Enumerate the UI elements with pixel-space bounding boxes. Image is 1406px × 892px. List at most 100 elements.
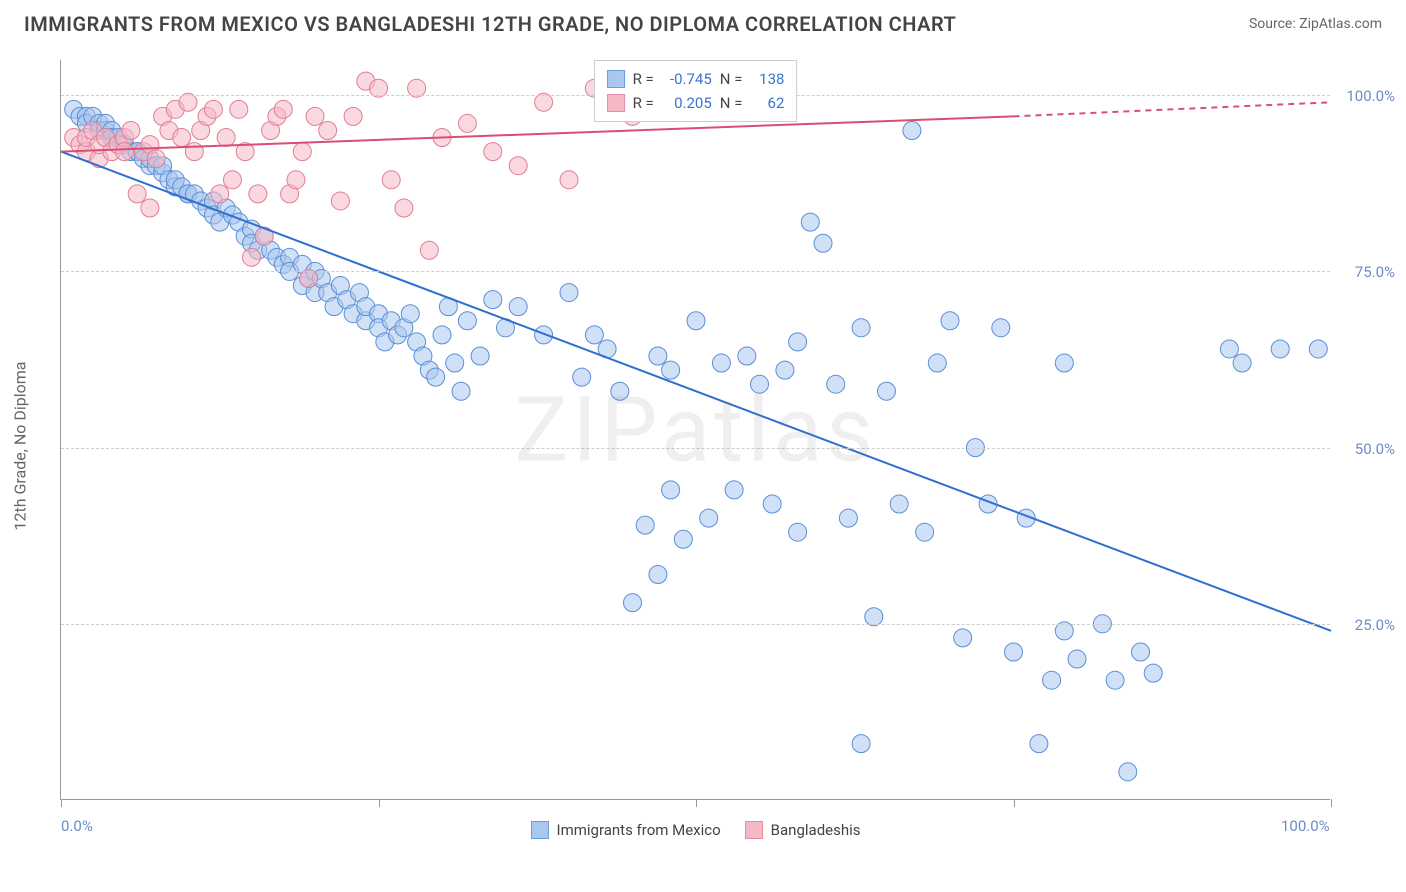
data-point xyxy=(1233,354,1251,372)
data-point xyxy=(852,735,870,753)
data-point xyxy=(941,312,959,330)
data-point xyxy=(916,523,934,541)
data-point xyxy=(395,199,413,217)
data-point xyxy=(649,565,667,583)
data-point xyxy=(401,305,419,323)
data-point xyxy=(751,375,769,393)
trend-line-dashed xyxy=(1014,102,1332,116)
data-point xyxy=(471,347,489,365)
x-tick-label: 100.0% xyxy=(1281,817,1330,835)
y-tick-label: 75.0% xyxy=(1355,263,1395,281)
data-point xyxy=(128,185,146,203)
source-name: ZipAtlas.com xyxy=(1299,16,1382,32)
data-point xyxy=(560,171,578,189)
data-point xyxy=(1220,340,1238,358)
series-legend: Immigrants from Mexico Bangladeshis xyxy=(530,821,860,839)
data-point xyxy=(1309,340,1327,358)
x-tick-label: 0.0% xyxy=(61,817,93,835)
y-tick-label: 50.0% xyxy=(1355,440,1395,458)
data-point xyxy=(789,523,807,541)
data-point xyxy=(1144,664,1162,682)
correlation-row: R =-0.745N =138 xyxy=(607,67,785,91)
y-tick-label: 100.0% xyxy=(1346,87,1395,105)
source-attribution: Source: ZipAtlas.com xyxy=(1249,16,1382,32)
data-point xyxy=(433,326,451,344)
n-label: N = xyxy=(720,91,743,115)
data-point xyxy=(674,530,692,548)
data-point xyxy=(274,100,292,118)
source-prefix: Source: xyxy=(1249,16,1299,32)
data-point xyxy=(230,100,248,118)
data-point xyxy=(293,143,311,161)
data-point xyxy=(173,129,191,147)
gridline: 25.0% xyxy=(61,624,1330,625)
data-point xyxy=(662,481,680,499)
data-point xyxy=(535,326,553,344)
data-point xyxy=(954,629,972,647)
correlation-legend-box: R =-0.745N =138R =0.205N =62 xyxy=(594,60,798,122)
data-point xyxy=(458,312,476,330)
scatter-svg xyxy=(61,60,1330,799)
data-point xyxy=(903,121,921,139)
data-point xyxy=(147,150,165,168)
data-point xyxy=(560,284,578,302)
y-axis-label: 12th Grade, No Diploma xyxy=(11,362,30,531)
data-point xyxy=(662,361,680,379)
data-point xyxy=(484,291,502,309)
data-point xyxy=(890,495,908,513)
data-point xyxy=(141,199,159,217)
legend-item: Bangladeshis xyxy=(745,821,861,839)
data-point xyxy=(573,368,591,386)
gridline: 50.0% xyxy=(61,448,1330,449)
data-point xyxy=(738,347,756,365)
data-point xyxy=(636,516,654,534)
data-point xyxy=(789,333,807,351)
data-point xyxy=(585,326,603,344)
data-point xyxy=(1043,671,1061,689)
data-point xyxy=(1106,671,1124,689)
data-point xyxy=(725,481,743,499)
data-point xyxy=(1005,643,1023,661)
data-point xyxy=(344,107,362,125)
data-point xyxy=(185,143,203,161)
chart-plot-area: ZIPatlas R =-0.745N =138R =0.205N =62 Im… xyxy=(60,60,1330,800)
legend-label: Bangladeshis xyxy=(771,821,861,839)
data-point xyxy=(223,171,241,189)
r-label: R = xyxy=(633,91,654,115)
data-point xyxy=(687,312,705,330)
data-point xyxy=(217,129,235,147)
legend-label: Immigrants from Mexico xyxy=(556,821,720,839)
chart-title: IMMIGRANTS FROM MEXICO VS BANGLADESHI 12… xyxy=(24,12,956,36)
n-value: 138 xyxy=(750,67,784,91)
data-point xyxy=(928,354,946,372)
x-tick xyxy=(379,799,380,807)
data-point xyxy=(878,382,896,400)
gridline: 75.0% xyxy=(61,271,1330,272)
data-point xyxy=(319,121,337,139)
data-point xyxy=(484,143,502,161)
y-tick-label: 25.0% xyxy=(1355,616,1395,634)
data-point xyxy=(763,495,781,513)
legend-item: Immigrants from Mexico xyxy=(530,821,720,839)
data-point xyxy=(427,368,445,386)
data-point xyxy=(852,319,870,337)
data-point xyxy=(249,185,267,203)
data-point xyxy=(287,171,305,189)
x-tick xyxy=(1331,799,1332,807)
data-point xyxy=(204,100,222,118)
data-point xyxy=(801,213,819,231)
data-point xyxy=(446,354,464,372)
trend-line xyxy=(61,152,1331,631)
data-point xyxy=(452,382,470,400)
data-point xyxy=(624,594,642,612)
data-point xyxy=(776,361,794,379)
legend-swatch xyxy=(530,821,548,839)
data-point xyxy=(509,157,527,175)
data-point xyxy=(992,319,1010,337)
data-point xyxy=(827,375,845,393)
data-point xyxy=(1068,650,1086,668)
correlation-row: R =0.205N =62 xyxy=(607,91,785,115)
data-point xyxy=(1119,763,1137,781)
data-point xyxy=(611,382,629,400)
data-point xyxy=(243,248,261,266)
